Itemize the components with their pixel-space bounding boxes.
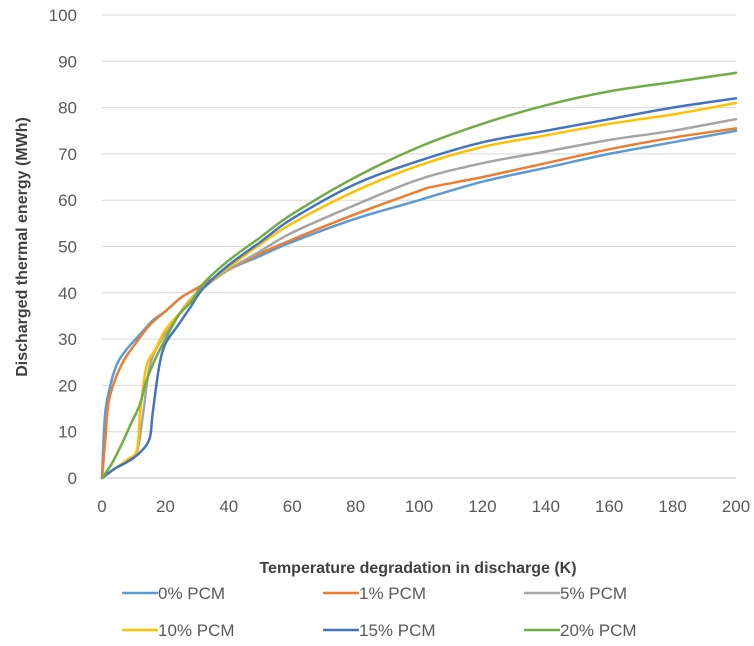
x-tick-label: 60 [283,497,302,516]
x-tick-label: 40 [219,497,238,516]
x-tick-label: 180 [658,497,686,516]
y-tick-label: 0 [68,469,77,488]
x-tick-label: 120 [468,497,496,516]
series-line-10-pcm [100,101,738,480]
x-tick-label: 100 [405,497,433,516]
legend-label-0-pcm: 0% PCM [158,584,225,603]
series-line-1-pcm [100,127,738,480]
x-tick-label: 20 [156,497,175,516]
y-tick-label: 70 [58,145,77,164]
x-axis-label: Temperature degradation in discharge (K) [259,560,576,577]
legend-label-20-pcm: 20% PCM [560,621,637,640]
y-tick-label: 30 [58,330,77,349]
y-axis-label: Discharged thermal energy (MWh) [14,117,31,377]
y-tick-label: 90 [58,52,77,71]
y-tick-label: 50 [58,238,77,257]
y-tick-label: 20 [58,376,77,395]
x-tick-label: 140 [532,497,560,516]
gridlines [102,14,736,479]
x-tick-label: 160 [595,497,623,516]
series-line-20-pcm [100,71,738,480]
x-tick-label: 200 [722,497,750,516]
y-axis-ticks: 0 10 20 30 40 50 60 70 80 90 100 [49,6,77,488]
x-axis-ticks: 0 20 40 60 80 100 120 140 160 180 200 [97,497,750,516]
legend: 0% PCM 1% PCM 5% PCM 10% PCM 15% PCM 20% PCM [122,584,637,640]
legend-label-10-pcm: 10% PCM [158,621,235,640]
legend-label-15-pcm: 15% PCM [359,621,436,640]
series-line-15-pcm [100,97,738,480]
y-tick-label: 10 [58,423,77,442]
y-tick-label: 80 [58,99,77,118]
series-line-0-pcm [100,129,738,480]
x-tick-label: 0 [97,497,106,516]
series-lines [100,71,738,480]
legend-label-5-pcm: 5% PCM [560,584,627,603]
y-tick-label: 40 [58,284,77,303]
x-tick-label: 80 [346,497,365,516]
y-tick-label: 60 [58,191,77,210]
legend-label-1-pcm: 1% PCM [359,584,426,603]
y-tick-label: 100 [49,6,77,25]
